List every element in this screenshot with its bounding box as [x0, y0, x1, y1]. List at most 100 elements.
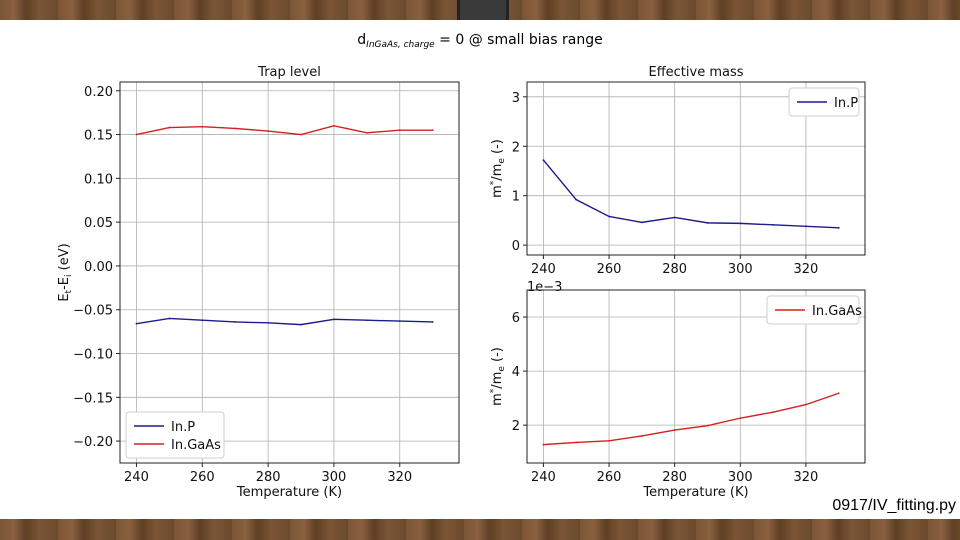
y-axis-label-part: e — [497, 366, 507, 372]
x-tick-label: 260 — [597, 262, 622, 277]
data-point — [168, 126, 171, 129]
data-point — [706, 424, 709, 427]
y-tick-label: −0.05 — [73, 304, 113, 319]
legend-label: In.GaAs — [812, 304, 862, 319]
data-point — [234, 321, 237, 323]
figure-canvas: dInGaAs, charge = 0 @ small bias range 2… — [57, 32, 866, 500]
data-point — [542, 443, 545, 446]
data-point — [608, 215, 610, 218]
x-tick-label: 260 — [597, 470, 622, 485]
y-tick-label: 3 — [512, 91, 520, 106]
page-title-subscript: InGaAs, charge — [366, 40, 435, 50]
wood-background-bottom — [0, 519, 960, 540]
data-point — [201, 319, 204, 322]
x-tick-label: 300 — [728, 470, 753, 485]
x-tick-label: 240 — [531, 470, 556, 485]
x-tick-label: 260 — [190, 470, 215, 485]
data-point — [837, 392, 840, 395]
trap-chart-title: Trap level — [257, 65, 321, 80]
x-tick-label: 300 — [728, 262, 753, 277]
x-tick-label: 280 — [256, 470, 281, 485]
data-point — [398, 129, 401, 132]
footer-script-label: 0917/IV_fitting.py — [832, 497, 956, 514]
data-point — [398, 320, 401, 323]
data-point — [575, 441, 578, 444]
y-tick-label: 2 — [512, 419, 520, 434]
series-line-ingaas — [543, 392, 839, 446]
x-tick-label: 240 — [124, 470, 149, 485]
y-tick-label: 0.20 — [84, 85, 113, 100]
mass_inp-offset-text: 1e−3 — [527, 280, 562, 295]
data-point — [673, 429, 676, 431]
legend-label: In.P — [171, 420, 195, 435]
data-point — [431, 321, 434, 323]
data-point — [739, 417, 742, 420]
mass_inp-y-axis-label: m*/me (-) — [489, 139, 507, 198]
data-point — [135, 322, 138, 325]
data-point — [640, 221, 643, 224]
y-tick-label: 1 — [512, 190, 520, 205]
y-tick-label: 0 — [512, 239, 520, 254]
binder-clip — [457, 0, 509, 22]
y-axis-label-part: * — [489, 180, 499, 185]
page-title: dInGaAs, charge = 0 @ small bias range — [357, 32, 602, 50]
x-tick-label: 280 — [662, 470, 687, 485]
y-tick-label: 4 — [512, 365, 520, 380]
series-line-inp — [542, 159, 839, 229]
data-point — [805, 225, 807, 228]
legend-label: In.P — [834, 96, 858, 111]
data-point — [608, 439, 610, 442]
data-point — [365, 131, 368, 134]
y-tick-label: 0.15 — [84, 129, 113, 144]
data-point — [267, 130, 270, 132]
y-axis-label-part: E — [57, 293, 72, 301]
data-point — [837, 226, 840, 229]
x-tick-label: 320 — [794, 470, 819, 485]
x-tick-label: 300 — [322, 470, 347, 485]
data-point — [772, 411, 775, 414]
legend-label: In.GaAs — [171, 438, 221, 453]
y-axis-label-part: (eV) — [57, 243, 72, 274]
data-point — [333, 318, 335, 321]
y-tick-label: 0.05 — [84, 216, 113, 231]
y-axis-label-part: * — [489, 388, 499, 393]
data-point — [267, 321, 270, 324]
trap-y-axis-label: Et-Ei (eV) — [57, 243, 74, 301]
y-tick-label: −0.20 — [73, 435, 113, 450]
y-axis-label-part: (-) — [490, 347, 505, 366]
y-axis-label-part: -E — [57, 277, 72, 290]
mass_ingaas-y-axis-label: m*/me (-) — [489, 347, 507, 406]
y-axis-label-part: e — [497, 158, 507, 164]
x-tick-label: 240 — [531, 262, 556, 277]
page-title-prefix: d — [357, 32, 366, 48]
data-point — [333, 124, 335, 127]
series-line-inp — [136, 317, 433, 326]
y-tick-label: 0.10 — [84, 172, 113, 187]
mass_inp-plot-frame — [526, 81, 866, 256]
data-point — [300, 323, 302, 326]
y-tick-label: −0.15 — [73, 391, 113, 406]
y-tick-label: −0.10 — [73, 348, 113, 363]
data-point — [300, 133, 302, 136]
mass_ingaas-x-axis-label: Temperature (K) — [642, 485, 748, 500]
x-tick-label: 280 — [662, 262, 687, 277]
data-point — [431, 129, 434, 132]
y-axis-label-part: /m — [490, 372, 505, 389]
y-axis-label-part: m — [490, 185, 505, 198]
data-point — [201, 125, 204, 128]
data-point — [542, 159, 545, 161]
y-tick-label: 6 — [512, 311, 520, 326]
y-axis-label-part: (-) — [490, 139, 505, 158]
series-line-ingaas — [136, 125, 433, 136]
data-point — [168, 317, 171, 320]
x-tick-label: 320 — [794, 262, 819, 277]
data-point — [234, 127, 237, 130]
mass_ingaas-plot-frame — [526, 289, 866, 464]
y-axis-label-part: /m — [490, 164, 505, 181]
data-point — [575, 198, 578, 201]
trap-legend-box — [125, 411, 225, 459]
y-tick-label: 0.00 — [84, 260, 113, 275]
data-point — [739, 222, 742, 225]
data-point — [135, 133, 138, 136]
page-title-suffix: = 0 @ small bias range — [435, 32, 603, 48]
